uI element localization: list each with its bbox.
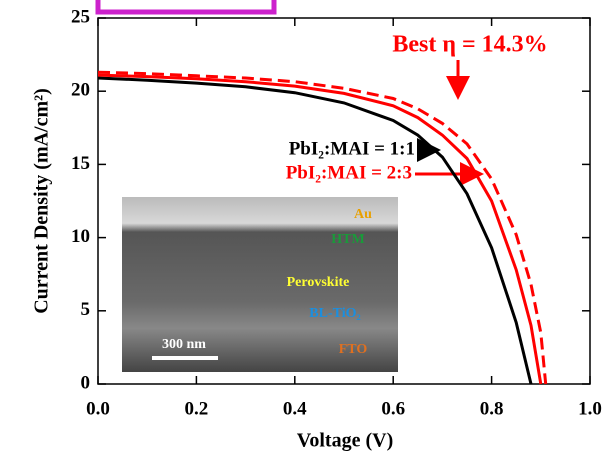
curve <box>97 73 543 385</box>
x-tick-label: 0.4 <box>283 398 307 419</box>
x-tick-label: 0.6 <box>381 398 405 419</box>
x-tick-label: 1.0 <box>578 398 602 419</box>
y-tick-label: 5 <box>81 299 91 320</box>
y-tick-label: 0 <box>81 372 91 393</box>
curve <box>97 76 533 385</box>
y-axis-label: Current Density (mA/cm²) <box>31 88 53 314</box>
inset-label: BL-TiO₂ <box>309 306 360 321</box>
y-tick-label: 20 <box>71 80 90 101</box>
sem-image <box>122 197 398 372</box>
x-axis-label: Voltage (V) <box>297 430 393 452</box>
sem-inset: Au HTM Perovskite BL-TiO₂ FTO 300 nm <box>122 197 398 372</box>
scale-label: 300 nm <box>162 337 206 352</box>
x-tick-label: 0.2 <box>185 398 209 419</box>
plot-frame <box>97 17 591 385</box>
y-tick-label: 15 <box>71 153 90 174</box>
inset-label: Au <box>354 207 372 222</box>
annotation: Best η = 14.3% <box>392 32 547 58</box>
curve-label: PbI₂:MAI = 2:3 <box>286 162 412 183</box>
curve <box>97 70 548 385</box>
x-tick-label: 0.0 <box>86 398 110 419</box>
highlight-box <box>95 0 277 15</box>
inset-label: Perovskite <box>287 275 350 290</box>
y-tick-label: 10 <box>71 226 90 247</box>
inset-label: FTO <box>339 342 368 357</box>
inset-label: HTM <box>331 232 364 247</box>
y-tick-label: 25 <box>71 6 90 27</box>
scale-bar <box>152 356 218 360</box>
x-tick-label: 0.8 <box>480 398 504 419</box>
curve-label: PbI₂:MAI = 1:1 <box>289 138 415 159</box>
